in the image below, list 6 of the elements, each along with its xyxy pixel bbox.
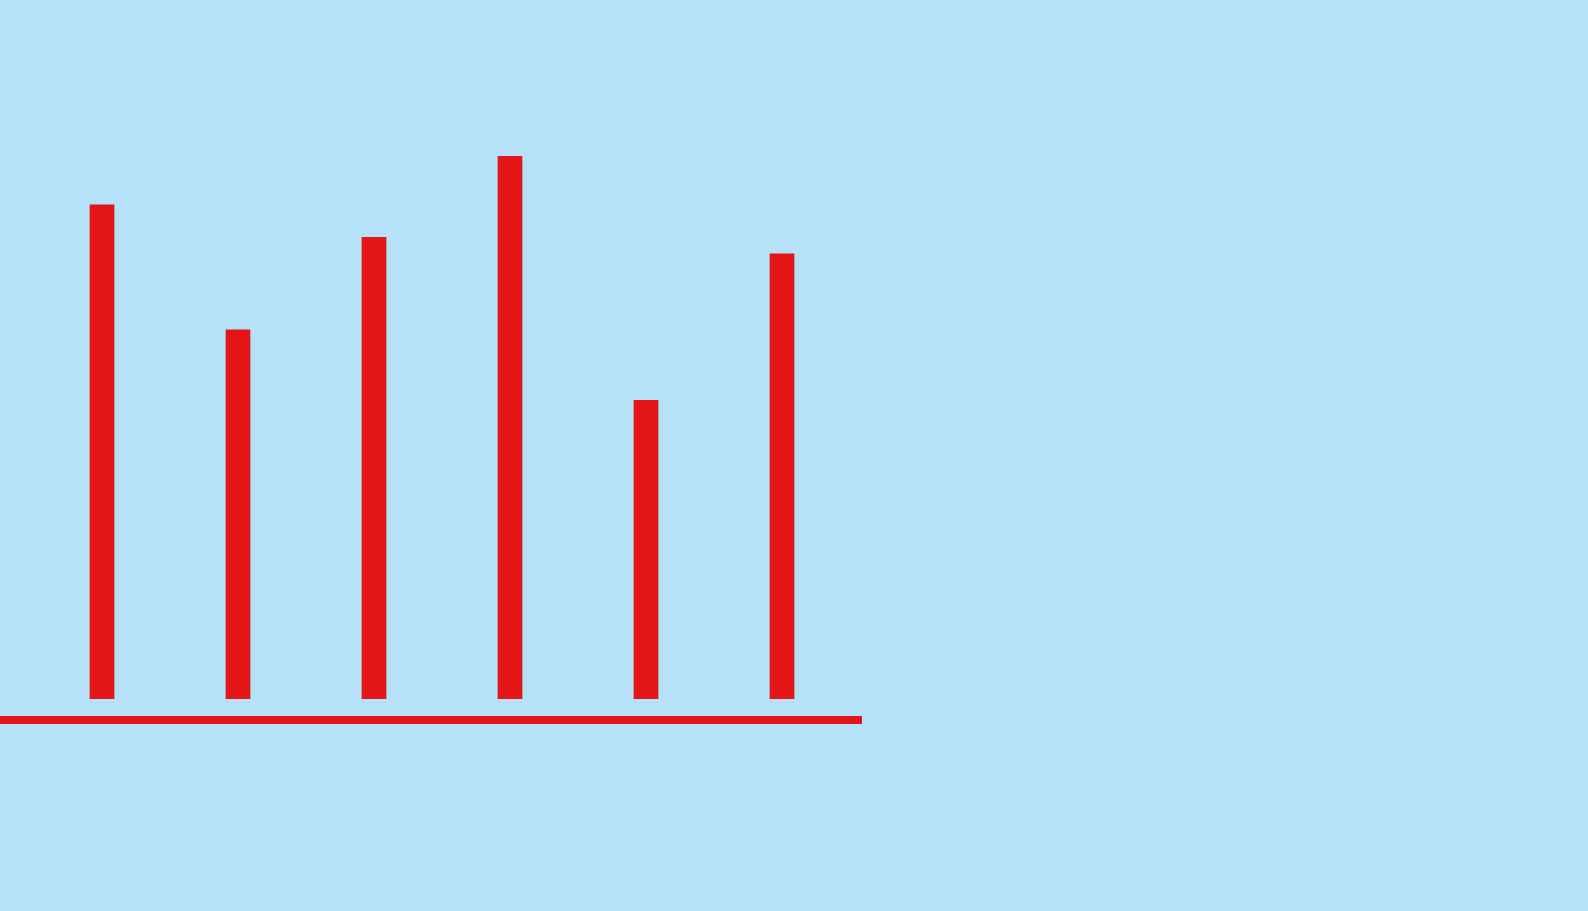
bar bbox=[769, 253, 795, 699]
bar bbox=[633, 400, 659, 699]
bar bbox=[497, 156, 523, 699]
bar bbox=[361, 237, 387, 699]
bar bbox=[89, 204, 115, 699]
bar bbox=[225, 329, 251, 699]
